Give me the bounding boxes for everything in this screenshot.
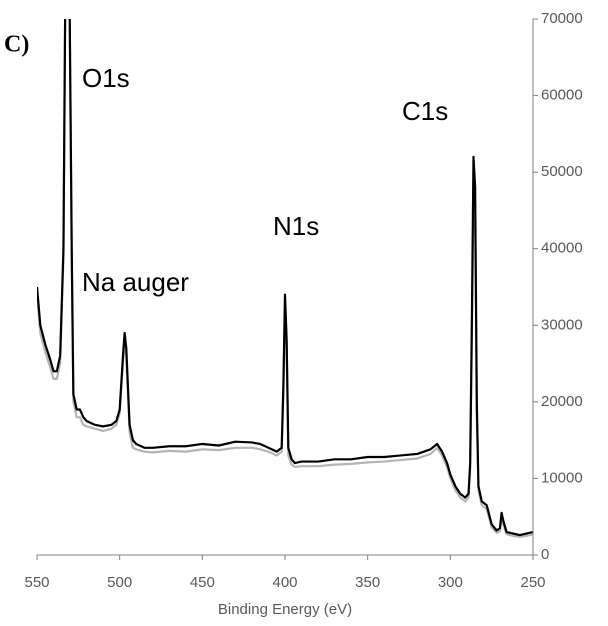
x-tick-label: 550 xyxy=(24,574,49,591)
y-tick-label: 60000 xyxy=(541,87,583,104)
x-tick-label: 300 xyxy=(438,574,463,591)
y-tick-label: 50000 xyxy=(541,163,583,180)
x-tick-label: 250 xyxy=(520,574,545,591)
y-tick-label: 20000 xyxy=(541,393,583,410)
x-axis-label: Binding Energy (eV) xyxy=(218,601,352,618)
annotation: C1s xyxy=(402,96,448,126)
annotation: N1s xyxy=(273,211,319,241)
annotation: O1s xyxy=(82,63,130,93)
annotation: Na auger xyxy=(82,267,189,297)
y-tick-label: 40000 xyxy=(541,240,583,257)
x-tick-label: 350 xyxy=(355,574,380,591)
x-tick-label: 450 xyxy=(190,574,215,591)
series-line xyxy=(37,19,533,537)
y-tick-label: 0 xyxy=(541,546,549,563)
plot-area xyxy=(37,19,533,538)
y-tick-label: 70000 xyxy=(541,10,583,27)
x-tick-label: 400 xyxy=(272,574,297,591)
panel-label: C) xyxy=(4,32,29,58)
y-tick-label: 30000 xyxy=(541,316,583,333)
x-tick-label: 500 xyxy=(107,574,132,591)
y-tick-label: 10000 xyxy=(541,469,583,486)
